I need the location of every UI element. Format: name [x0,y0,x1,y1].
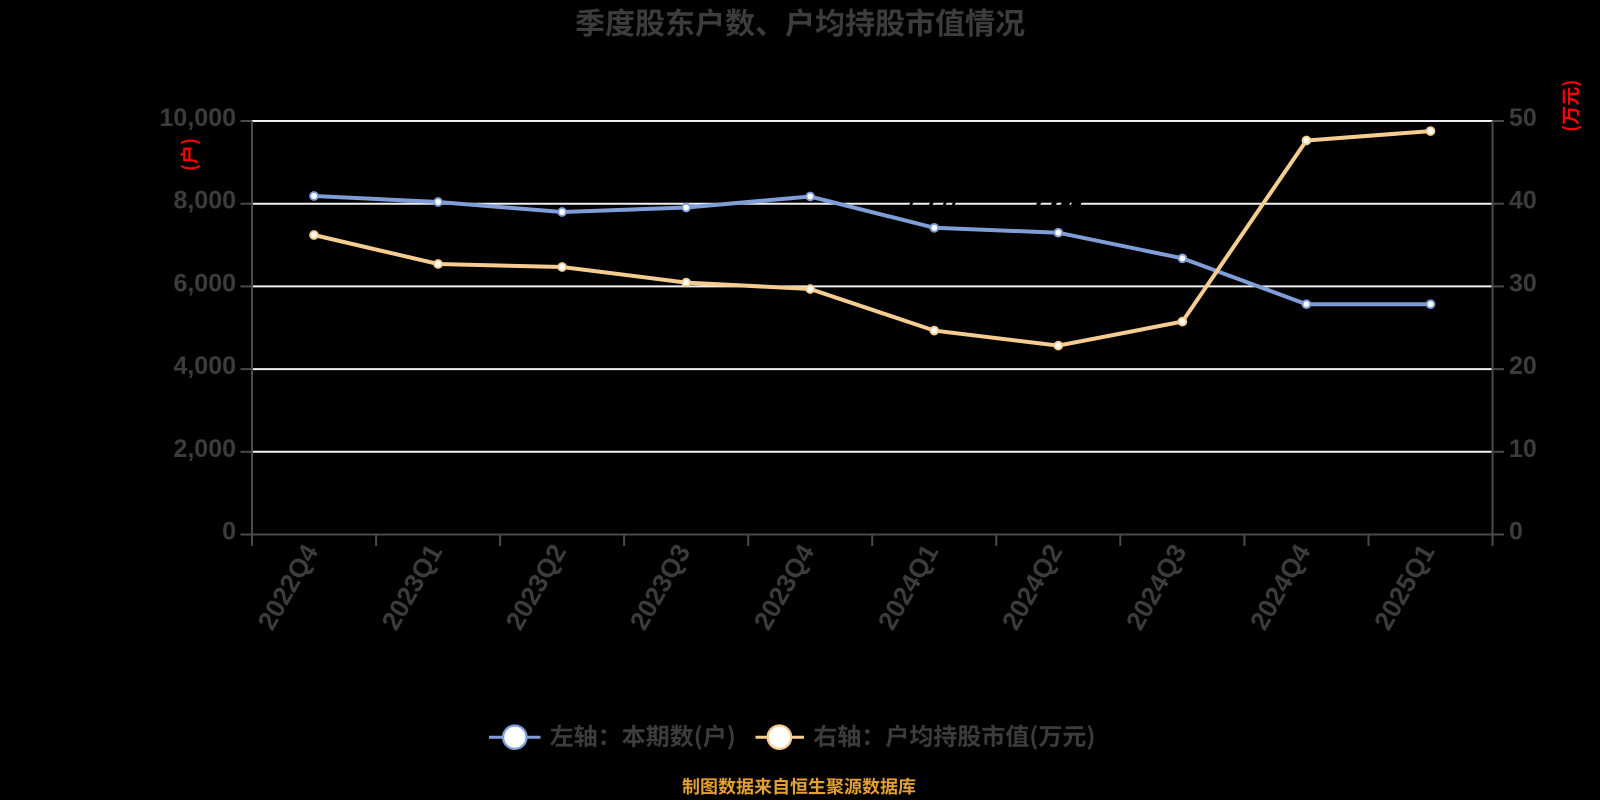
svg-text:30: 30 [1509,269,1537,297]
svg-text:20: 20 [1509,352,1537,380]
svg-text:10,000: 10,000 [160,104,236,132]
svg-text:10: 10 [1509,435,1537,463]
svg-text:50: 50 [1509,104,1537,132]
svg-text:8,000: 8,000 [173,187,236,215]
svg-text:6,000: 6,000 [173,269,236,297]
svg-text:4,000: 4,000 [173,352,236,380]
svg-text:0: 0 [222,518,236,546]
svg-text:0: 0 [1509,518,1523,546]
svg-text:2,000: 2,000 [173,435,236,463]
svg-text:40: 40 [1509,187,1537,215]
